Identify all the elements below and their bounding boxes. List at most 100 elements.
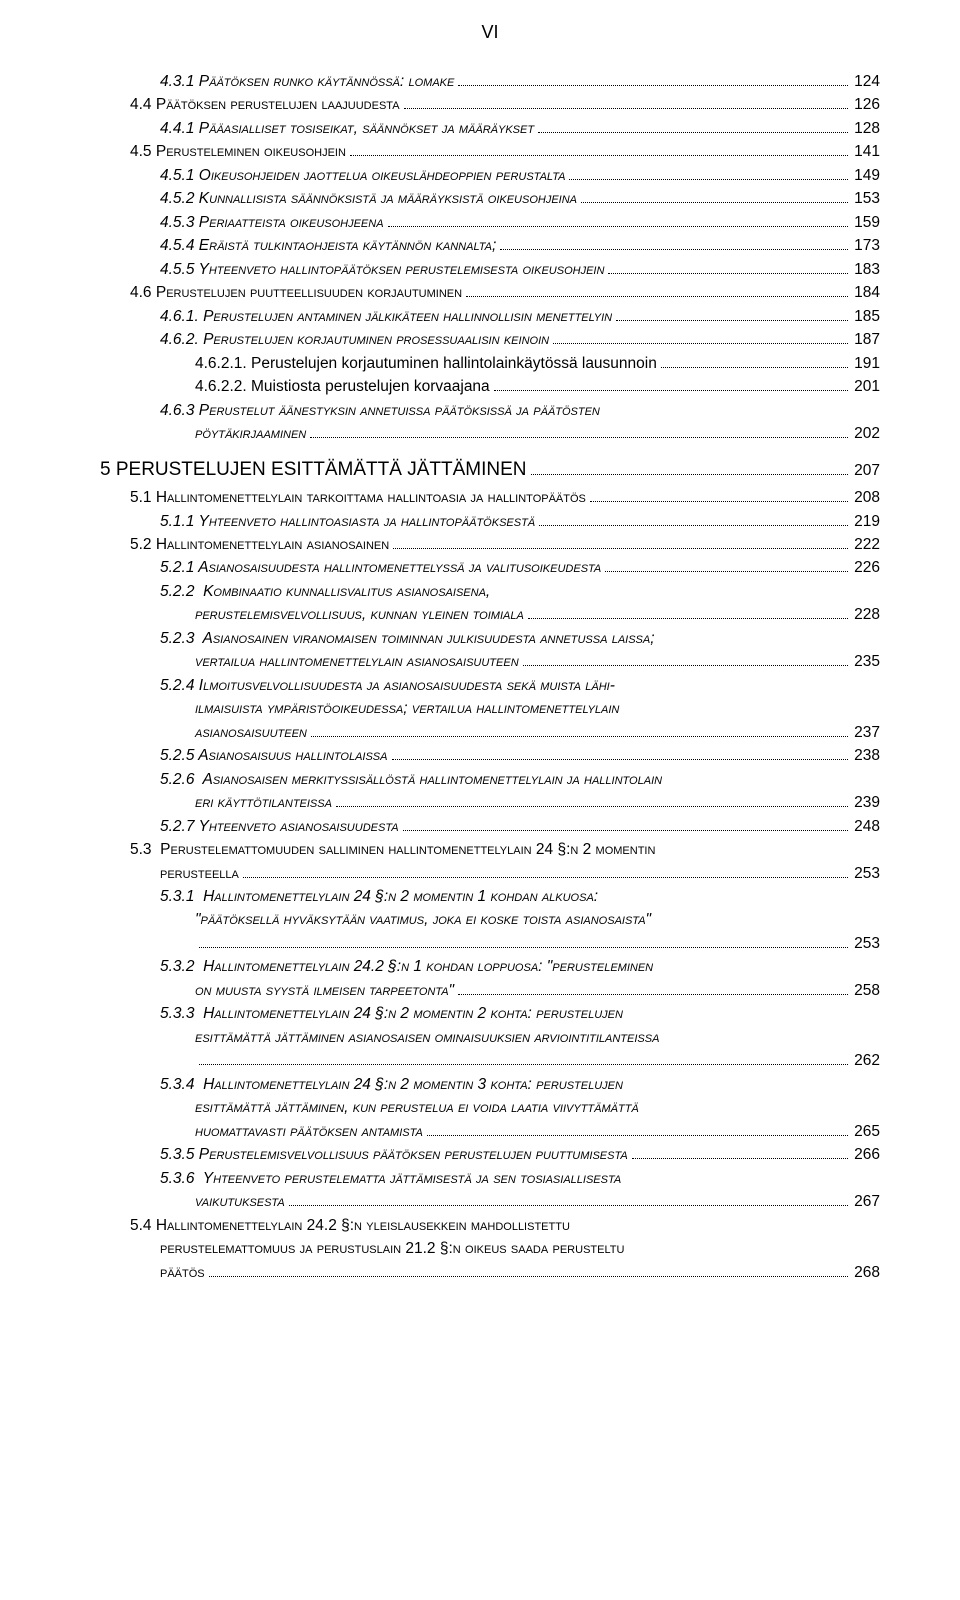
toc-label: perusteella	[160, 863, 239, 885]
leader-dots	[336, 795, 848, 808]
toc-label: 5.3.6 Yhteenveto perustelematta jättämis…	[160, 1168, 621, 1190]
toc-page-number: 268	[852, 1262, 880, 1284]
leader-dots	[404, 97, 849, 110]
toc-label: 4.4.1 Pääasialliset tosiseikat, säännöks…	[160, 118, 534, 140]
leader-dots	[523, 654, 848, 667]
leader-dots	[209, 1264, 849, 1277]
toc-label: 5.3.2 Hallintomenettelylain 24.2 §:n 1 k…	[160, 956, 653, 978]
toc-page-number: 262	[852, 1050, 880, 1072]
leader-dots	[494, 378, 848, 391]
toc-label: 4.6.1. Perustelujen antaminen jälkikätee…	[160, 306, 612, 328]
toc-label: 5.1 Hallintomenettelylain tarkoittama ha…	[130, 487, 586, 509]
toc-page-number: 253	[852, 933, 880, 955]
toc-entry: 4.4.1 Pääasialliset tosiseikat, säännöks…	[100, 118, 880, 140]
toc-page-number: 185	[852, 306, 880, 328]
toc-label: 5.2.4 Ilmoitusvelvollisuudesta ja asiano…	[160, 675, 615, 697]
toc-entry: 5.2.7 Yhteenveto asianosaisuudesta248	[100, 816, 880, 838]
toc-entry: asianosaisuuteen237	[100, 722, 880, 744]
toc-entry: on muusta syystä ilmeisen tarpeetonta"25…	[100, 980, 880, 1002]
toc-label: 4.5.3 Periaatteista oikeusohjeena	[160, 212, 384, 234]
toc-entry: 4.4 Päätöksen perustelujen laajuudesta12…	[100, 94, 880, 116]
toc-label: asianosaisuuteen	[195, 722, 307, 744]
leader-dots	[616, 308, 848, 321]
toc-entry: 5.2.4 Ilmoitusvelvollisuudesta ja asiano…	[100, 675, 880, 697]
toc-label: 5.2 Hallintomenettelylain asianosainen	[130, 534, 389, 556]
leader-dots	[199, 935, 848, 948]
toc-label: 4.6.2.1. Perustelujen korjautuminen hall…	[195, 353, 657, 375]
toc-entry: 5.3.6 Yhteenveto perustelematta jättämis…	[100, 1168, 880, 1190]
toc-page-number: 187	[852, 329, 880, 351]
toc-page-number: 258	[852, 980, 880, 1002]
toc-entry: 5.2.1 Asianosaisuudesta hallintomenettel…	[100, 557, 880, 579]
leader-dots	[539, 513, 848, 526]
toc-entry: huomattavasti päätöksen antamista265	[100, 1121, 880, 1143]
toc-entry: 4.5 Perusteleminen oikeusohjein141	[100, 141, 880, 163]
toc-entry: perustelemattomuus ja perustuslain 21.2 …	[100, 1238, 880, 1260]
toc-entry: 262	[100, 1050, 880, 1072]
toc-page-number: 253	[852, 863, 880, 885]
toc-entry: 5.3 Perustelemattomuuden salliminen hall…	[100, 839, 880, 861]
toc-label: 5.2.1 Asianosaisuudesta hallintomenettel…	[160, 557, 601, 579]
toc-page-number: 128	[852, 118, 880, 140]
toc-page-number: 126	[852, 94, 880, 116]
toc-entry: perusteella 253	[100, 863, 880, 885]
toc-label: 5.3.4 Hallintomenettelylain 24 §:n 2 mom…	[160, 1074, 623, 1096]
leader-dots	[500, 238, 848, 251]
leader-dots	[392, 748, 849, 761]
toc-page-number: 265	[852, 1121, 880, 1143]
leader-dots	[466, 285, 848, 298]
leader-dots	[350, 144, 848, 157]
toc-entry: 4.6 Perustelujen puutteellisuuden korjau…	[100, 282, 880, 304]
toc-label: 5.3 Perustelemattomuuden salliminen hall…	[130, 839, 655, 861]
toc-entry: 4.5.2 Kunnallisista säännöksistä ja määr…	[100, 188, 880, 210]
leader-dots	[289, 1193, 848, 1206]
toc-label: 5.2.6 Asianosaisen merkityssisällöstä ha…	[160, 769, 662, 791]
toc-entry: 5 PERUSTELUJEN ESITTÄMÄTTÄ JÄTTÄMINEN207	[100, 456, 880, 484]
toc-page-number: 183	[852, 259, 880, 281]
toc-page-number: 207	[852, 460, 880, 482]
toc-label: 5.3.1 Hallintomenettelylain 24 §:n 2 mom…	[160, 886, 598, 908]
toc-page-number: 149	[852, 165, 880, 187]
toc-label: 5.2.2 Kombinaatio kunnallisvalitus asian…	[160, 581, 490, 603]
toc-page-number: 184	[852, 282, 880, 304]
toc-entry: 5.1 Hallintomenettelylain tarkoittama ha…	[100, 487, 880, 509]
toc-entry: vertailua hallintomenettelylain asianosa…	[100, 651, 880, 673]
toc-page-number: 153	[852, 188, 880, 210]
leader-dots	[661, 355, 848, 368]
toc-label: 4.6 Perustelujen puutteellisuuden korjau…	[130, 282, 462, 304]
toc-label: "päätöksellä hyväksytään vaatimus, joka …	[195, 909, 651, 931]
toc-entry: ilmaisuista ympäristöoikeudessa; vertail…	[100, 698, 880, 720]
toc-entry: 5.3.1 Hallintomenettelylain 24 §:n 2 mom…	[100, 886, 880, 908]
toc-label: 5.3.5 Perustelemisvelvollisuus päätöksen…	[160, 1144, 628, 1166]
toc-entry: esittämättä jättäminen, kun perustelua e…	[100, 1097, 880, 1119]
toc-label: 4.3.1 Päätöksen runko käytännössä: lomak…	[160, 71, 454, 93]
leader-dots	[581, 191, 848, 204]
toc-page-number: 235	[852, 651, 880, 673]
leader-dots	[632, 1147, 848, 1160]
toc-label: vaikutuksesta	[195, 1191, 285, 1213]
toc-label: 5.1.1 Yhteenveto hallintoasiasta ja hall…	[160, 511, 535, 533]
toc-entry: päätös268	[100, 1262, 880, 1284]
leader-dots	[388, 214, 849, 227]
leader-dots	[243, 865, 848, 878]
toc-entry: perustelemisvelvollisuus, kunnan yleinen…	[100, 604, 880, 626]
toc-entry: "päätöksellä hyväksytään vaatimus, joka …	[100, 909, 880, 931]
toc-entry: 4.6.3 Perustelut äänestyksin annetuissa …	[100, 400, 880, 422]
toc-page-number: 228	[852, 604, 880, 626]
leader-dots	[590, 489, 848, 502]
toc-entry: 5.3.3 Hallintomenettelylain 24 §:n 2 mom…	[100, 1003, 880, 1025]
leader-dots	[427, 1123, 848, 1136]
toc-label: perustelemattomuus ja perustuslain 21.2 …	[160, 1238, 624, 1260]
toc-page: VI 4.3.1 Päätöksen runko käytännössä: lo…	[0, 0, 960, 1600]
toc-entry: 5.2.3 Asianosainen viranomaisen toiminna…	[100, 628, 880, 650]
toc-entry: 5.2.5 Asianosaisuus hallintolaissa238	[100, 745, 880, 767]
toc-entry: 5.2.6 Asianosaisen merkityssisällöstä ha…	[100, 769, 880, 791]
toc-entry: 5.1.1 Yhteenveto hallintoasiasta ja hall…	[100, 511, 880, 533]
toc-entry: 5.3.5 Perustelemisvelvollisuus päätöksen…	[100, 1144, 880, 1166]
toc-entry: pöytäkirjaaminen202	[100, 423, 880, 445]
toc-entry: 5.2 Hallintomenettelylain asianosainen22…	[100, 534, 880, 556]
toc-page-number: 173	[852, 235, 880, 257]
toc-label: esittämättä jättäminen, kun perustelua e…	[195, 1097, 639, 1119]
leader-dots	[199, 1053, 848, 1066]
toc-label: 4.5 Perusteleminen oikeusohjein	[130, 141, 346, 163]
